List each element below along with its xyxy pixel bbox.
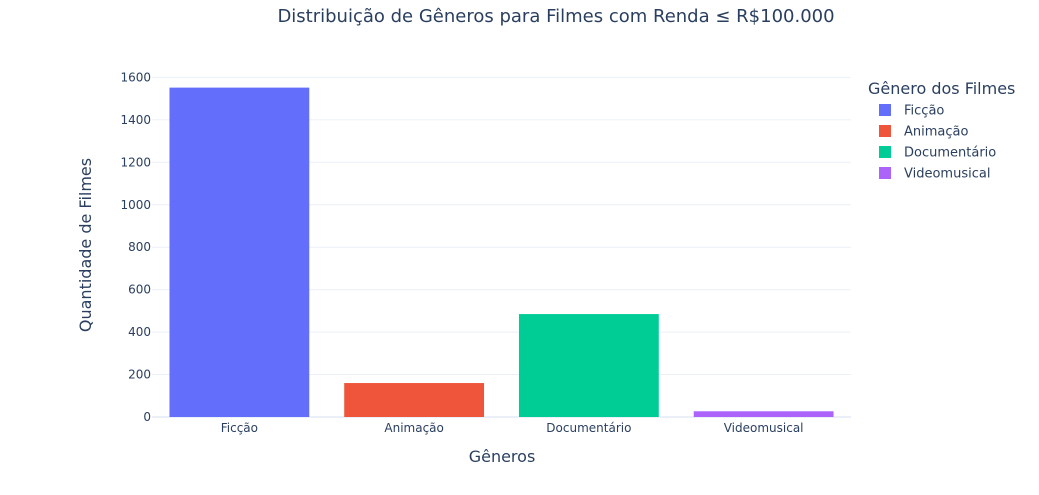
y-tick-label: 1200 xyxy=(120,155,151,169)
legend-title: Gênero dos Filmes xyxy=(868,79,1015,98)
y-tick-label: 1400 xyxy=(120,113,151,127)
y-axis-ticks: 0 200 400 600 800 1000 1200 1400 1600 xyxy=(120,70,151,424)
x-tick-label: Documentário xyxy=(546,421,631,435)
legend: Gênero dos Filmes Ficção Animação Document… xyxy=(868,79,1015,182)
bar xyxy=(169,87,310,417)
legend-swatch[interactable] xyxy=(879,125,891,137)
y-tick-label: 400 xyxy=(128,325,151,339)
legend-entry[interactable]: Videomusical xyxy=(904,167,990,182)
y-tick-label: 1600 xyxy=(120,70,151,84)
bar xyxy=(693,411,834,417)
legend-swatch[interactable] xyxy=(879,104,891,116)
x-axis-title: Gêneros xyxy=(469,447,536,466)
bar xyxy=(518,314,659,417)
y-tick-label: 1000 xyxy=(120,198,151,212)
x-axis-ticks: Ficção Animação Documentário Videomusical xyxy=(221,421,804,435)
legend-entry[interactable]: Documentário xyxy=(904,146,996,161)
bar xyxy=(344,383,485,417)
x-tick-label: Videomusical xyxy=(724,421,804,435)
y-tick-label: 0 xyxy=(143,410,151,424)
y-tick-label: 200 xyxy=(128,368,151,382)
bars xyxy=(169,87,834,417)
y-tick-label: 600 xyxy=(128,283,151,297)
legend-entry[interactable]: Ficção xyxy=(904,104,944,119)
y-tick-label: 800 xyxy=(128,240,151,254)
legend-swatch[interactable] xyxy=(879,167,891,179)
x-tick-label: Animação xyxy=(384,421,443,435)
legend-entry[interactable]: Animação xyxy=(904,125,968,140)
chart-title: Distribuição de Gêneros para Filmes com … xyxy=(277,6,834,27)
x-tick-label: Ficção xyxy=(221,421,258,435)
legend-swatch[interactable] xyxy=(879,146,891,158)
y-axis-title: Quantidade de Filmes xyxy=(76,158,95,332)
